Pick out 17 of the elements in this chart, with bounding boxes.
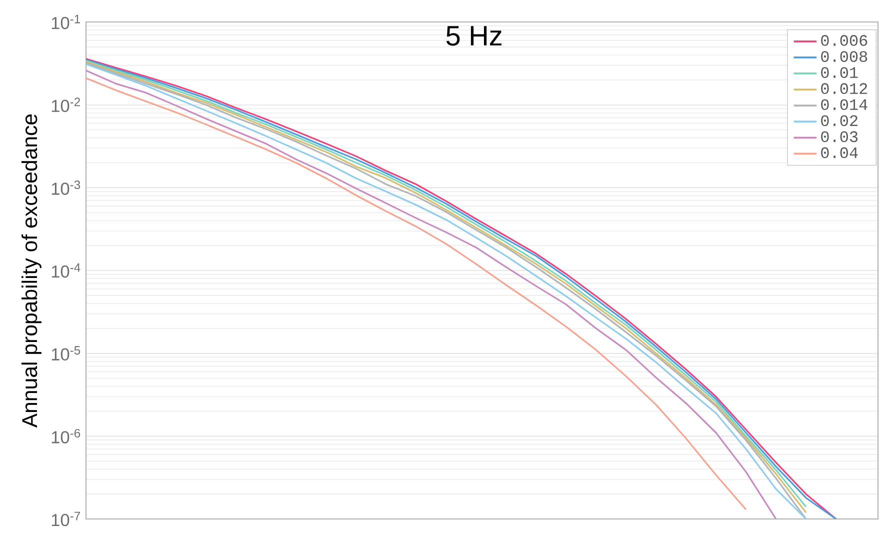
legend-label: 0.012 [821,83,868,94]
y-tick-label: 10$^{-7}$ [52,512,80,526]
legend-label: 0.006 [821,35,868,46]
y-tick-label: 10$^{-3}$ [52,180,80,195]
legend-label: 0.03 [821,131,858,142]
y-axis-title: Annual propability of exceedance [22,114,42,428]
y-tick-label: 10$^{-5}$ [52,346,80,360]
y-tick-label: 10$^{-4}$ [52,263,80,278]
y-tick-label: 10$^{-1}$ [52,14,80,30]
y-tick-label: 10$^{-2}$ [52,98,80,112]
legend-label: 0.02 [821,115,858,126]
legend-label: 0.014 [821,99,868,110]
legend-label: 0.01 [821,67,858,78]
chart-title: 5 Hz [446,26,502,46]
legend-label: 0.04 [821,147,858,158]
y-tick-label: 10$^{-6}$ [52,428,80,444]
legend-label: 0.008 [821,51,868,62]
